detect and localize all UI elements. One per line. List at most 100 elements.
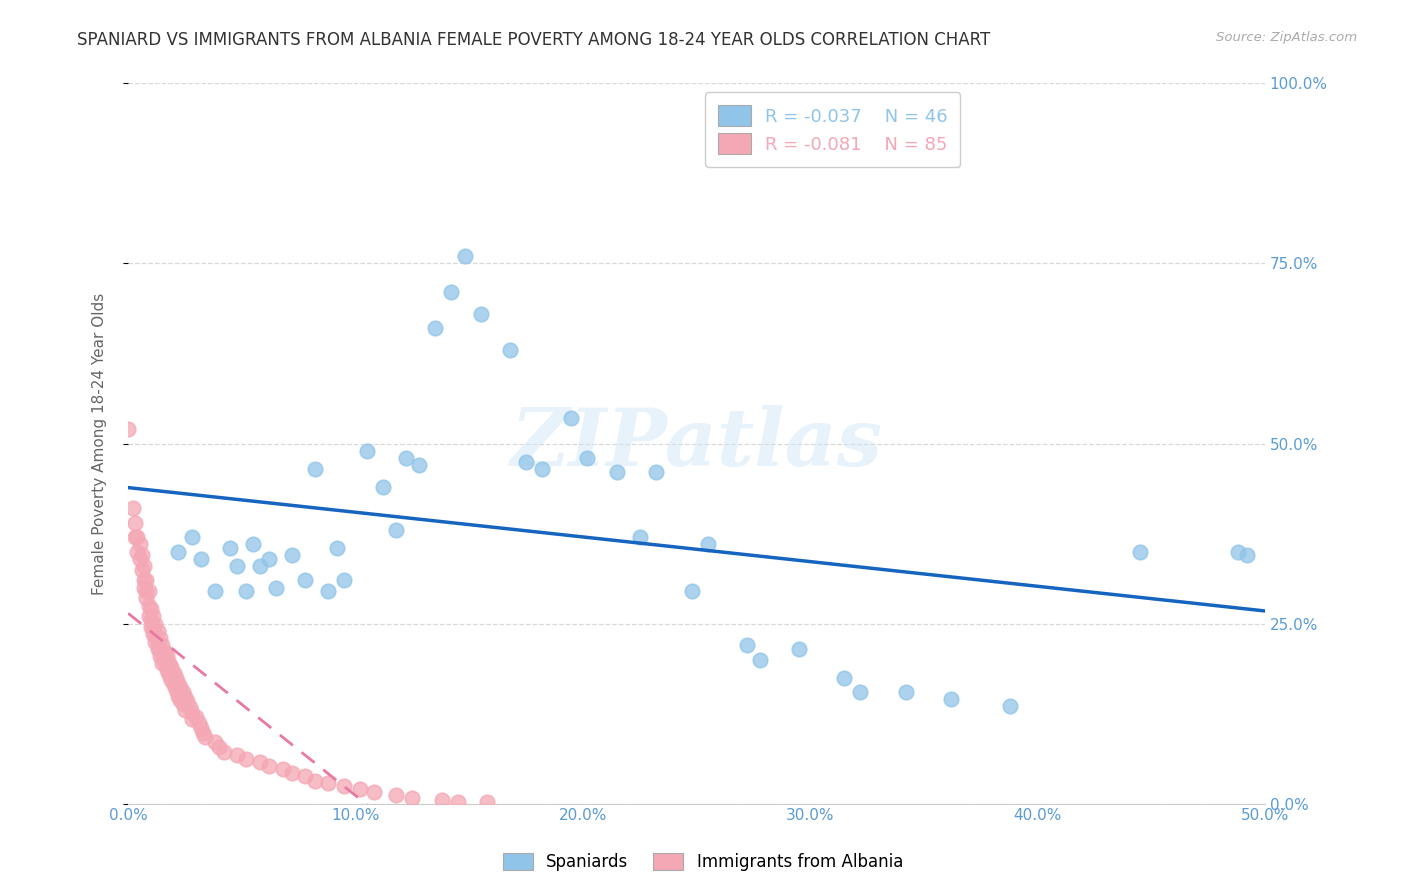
Point — [787, 641, 810, 656]
Point — [187, 715, 209, 730]
Point — [131, 563, 153, 577]
Point — [150, 648, 173, 663]
Point — [145, 634, 167, 648]
Point — [394, 450, 416, 465]
Legend: Spaniards, Immigrants from Albania: Spaniards, Immigrants from Albania — [495, 845, 911, 880]
Point — [174, 690, 197, 704]
Point — [447, 795, 470, 809]
Point — [281, 766, 304, 780]
Point — [156, 664, 179, 678]
Point — [139, 602, 162, 616]
Point — [165, 671, 187, 685]
Point — [190, 551, 212, 566]
Point — [271, 762, 294, 776]
Point — [499, 343, 522, 357]
Point — [257, 759, 280, 773]
Point — [606, 466, 628, 480]
Point — [430, 793, 453, 807]
Point — [167, 544, 190, 558]
Point — [142, 609, 165, 624]
Point — [681, 584, 703, 599]
Point — [153, 656, 176, 670]
Point — [162, 665, 184, 680]
Point — [127, 544, 149, 558]
Point — [249, 558, 271, 573]
Point — [176, 694, 198, 708]
Point — [226, 558, 249, 573]
Point — [131, 548, 153, 562]
Point — [160, 673, 183, 687]
Point — [304, 773, 326, 788]
Point — [180, 530, 202, 544]
Point — [145, 616, 167, 631]
Point — [180, 706, 202, 720]
Text: SPANIARD VS IMMIGRANTS FROM ALBANIA FEMALE POVERTY AMONG 18-24 YEAR OLDS CORRELA: SPANIARD VS IMMIGRANTS FROM ALBANIA FEMA… — [77, 31, 991, 49]
Point — [124, 516, 146, 530]
Point — [150, 656, 173, 670]
Point — [1129, 544, 1152, 558]
Point — [939, 692, 962, 706]
Point — [326, 541, 349, 555]
Point — [264, 581, 287, 595]
Point — [150, 638, 173, 652]
Point — [149, 648, 172, 663]
Point — [349, 782, 371, 797]
Point — [440, 285, 463, 300]
Point — [153, 645, 176, 659]
Point — [294, 769, 316, 783]
Point — [193, 726, 215, 740]
Legend: R = -0.037    N = 46, R = -0.081    N = 85: R = -0.037 N = 46, R = -0.081 N = 85 — [706, 93, 960, 167]
Point — [628, 530, 651, 544]
Point — [138, 609, 160, 624]
Point — [172, 698, 194, 712]
Point — [167, 689, 190, 703]
Point — [208, 740, 231, 755]
Point — [242, 537, 264, 551]
Point — [157, 668, 180, 682]
Point — [135, 584, 157, 599]
Point — [212, 745, 235, 759]
Point — [644, 466, 666, 480]
Point — [145, 627, 167, 641]
Point — [180, 712, 202, 726]
Text: Source: ZipAtlas.com: Source: ZipAtlas.com — [1216, 31, 1357, 45]
Point — [401, 790, 423, 805]
Point — [127, 530, 149, 544]
Point — [832, 671, 855, 685]
Point — [128, 537, 150, 551]
Point — [316, 584, 339, 599]
Point — [385, 523, 408, 537]
Point — [470, 307, 492, 321]
Point — [735, 638, 758, 652]
Point — [139, 613, 162, 627]
Point — [515, 454, 537, 468]
Point — [333, 780, 356, 794]
Point — [149, 631, 172, 645]
Point — [849, 685, 872, 699]
Point — [132, 574, 155, 588]
Y-axis label: Female Poverty Among 18-24 Year Olds: Female Poverty Among 18-24 Year Olds — [93, 293, 107, 595]
Point — [226, 747, 249, 762]
Point — [167, 675, 190, 690]
Point — [257, 551, 280, 566]
Point — [281, 548, 304, 562]
Point — [174, 703, 197, 717]
Point — [190, 721, 212, 735]
Point — [316, 776, 339, 790]
Point — [530, 461, 553, 475]
Point — [304, 461, 326, 475]
Point — [138, 599, 160, 613]
Point — [138, 584, 160, 599]
Point — [249, 755, 271, 769]
Point — [749, 652, 772, 666]
Point — [560, 411, 582, 425]
Point — [135, 591, 157, 606]
Point — [142, 620, 165, 634]
Point — [385, 788, 408, 802]
Point — [179, 700, 201, 714]
Point — [132, 558, 155, 573]
Point — [132, 581, 155, 595]
Point — [165, 682, 187, 697]
Point — [894, 685, 917, 699]
Point — [477, 795, 499, 809]
